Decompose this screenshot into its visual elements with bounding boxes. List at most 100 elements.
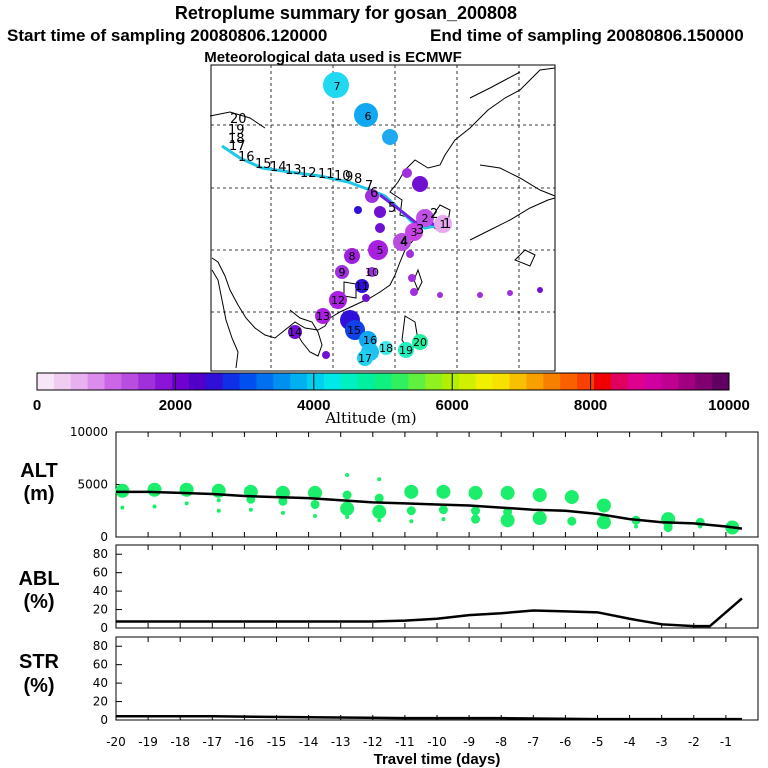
alt-point (216, 508, 221, 513)
plume-marker (344, 248, 360, 264)
plume-marker (374, 206, 386, 218)
colorbar-cell (610, 373, 629, 390)
alt-point (340, 501, 355, 516)
trajectory-day-label: 6 (370, 186, 378, 201)
plume-marker (406, 250, 414, 258)
colorbar-cell (155, 373, 173, 390)
y-tick-label: 5000 (77, 478, 108, 492)
trajectory-day-label: 17 (229, 139, 246, 154)
plume-marker (323, 72, 349, 98)
alt-mean-line (116, 490, 743, 530)
colorbar-tick-label: 2000 (159, 397, 192, 414)
colorbar-cell (53, 373, 72, 390)
x-tick-label: -7 (527, 735, 539, 749)
y-tick-label: 20 (93, 603, 108, 617)
y-tick-label: 0 (100, 621, 108, 635)
colorbar-cell (273, 373, 291, 390)
colorbar-cell (290, 373, 308, 390)
alt-point (409, 519, 414, 524)
trajectory-day-label: 7 (365, 179, 373, 194)
alt-point (404, 484, 419, 499)
panel-unit-str: (%) (23, 675, 54, 697)
plume-marker (408, 274, 416, 282)
colorbar-cell (87, 373, 106, 390)
y-tick-label: 60 (93, 566, 108, 580)
plume-marker (362, 294, 370, 302)
colorbar-tick-label: 0 (33, 397, 41, 414)
alt-point (567, 516, 577, 526)
x-tick-label: -18 (170, 735, 190, 749)
plume-marker (365, 189, 379, 203)
plume-day-label: 2 (422, 212, 429, 225)
plume-day-label: 16 (363, 334, 377, 347)
alt-point (280, 510, 285, 515)
colorbar-cell (543, 373, 561, 390)
colorbar-cell (121, 373, 139, 390)
alt-point (436, 484, 451, 499)
colorbar-cell (442, 373, 460, 390)
x-tick-label: -6 (559, 735, 571, 749)
alt-point (406, 506, 416, 516)
panel-unit-abl: (%) (23, 591, 54, 613)
trajectory-day-label: 3 (416, 223, 424, 238)
plume-markers (288, 72, 543, 366)
trajectory-day-label: 9 (345, 170, 353, 185)
colorbar-cell (695, 373, 713, 390)
plume-marker (329, 291, 347, 309)
plume-marker (315, 308, 331, 324)
start-time-label: Start time of sampling 20080806.120000 (7, 26, 327, 45)
colorbar-cell (307, 373, 325, 390)
alt-point (152, 504, 157, 509)
plume-day-label: 6 (365, 110, 372, 123)
y-tick-label: 20 (93, 695, 108, 709)
map-frame (210, 64, 556, 372)
alt-point (308, 485, 323, 500)
time-series-panels: ALT(m)1000050000ABL(%)806040200STR(%)806… (18, 425, 759, 727)
plume-day-label: 19 (399, 344, 413, 357)
alt-point (596, 515, 611, 530)
colorbar-cell (644, 373, 662, 390)
alt-point (500, 485, 515, 500)
colorbar-tick-label: 8000 (574, 397, 607, 414)
colorbar-cell (492, 373, 511, 390)
trajectory-day-label: 14 (270, 160, 287, 175)
x-tick-label: -14 (299, 735, 319, 749)
alt-point (596, 498, 611, 513)
colorbar-cell (357, 373, 376, 390)
plume-marker (412, 176, 428, 192)
plume-day-label: 20 (413, 336, 427, 349)
trajectory-day-label: 18 (228, 132, 245, 147)
plume-day-label: 14 (288, 326, 302, 339)
colorbar-cell (526, 373, 544, 390)
x-tick-label: -1 (720, 735, 732, 749)
alt-point (278, 496, 288, 506)
alt-point (345, 515, 350, 520)
x-tick-label: -20 (106, 735, 126, 749)
alt-point (500, 513, 515, 528)
colorbar-cell (256, 373, 274, 390)
colorbar-cell (37, 373, 55, 390)
trajectory-day-label: 19 (228, 123, 245, 138)
plume-marker (355, 279, 369, 293)
end-time-label: End time of sampling 20080806.150000 (430, 26, 744, 45)
trajectory-day-label: 1 (443, 217, 451, 232)
panel-unit-alt: (m) (23, 483, 54, 505)
y-tick-label: 0 (100, 530, 108, 544)
x-tick-label: -10 (427, 735, 447, 749)
plume-marker (434, 215, 452, 233)
colorbar-cell (391, 373, 409, 390)
trajectory-day-label: 16 (238, 150, 255, 165)
plume-day-label: 9 (339, 266, 346, 279)
plume-marker (537, 287, 543, 293)
trajectory-day-label: 4 (400, 235, 408, 250)
plume-marker (410, 288, 418, 296)
plume-marker (335, 265, 349, 279)
alt-point (313, 514, 318, 518)
x-tick-label: -15 (267, 735, 287, 749)
plume-day-label: 18 (379, 342, 393, 355)
plume-marker (437, 292, 443, 298)
colorbar-tick-label: 6000 (436, 397, 469, 414)
panel-label-alt: ALT (20, 460, 57, 482)
